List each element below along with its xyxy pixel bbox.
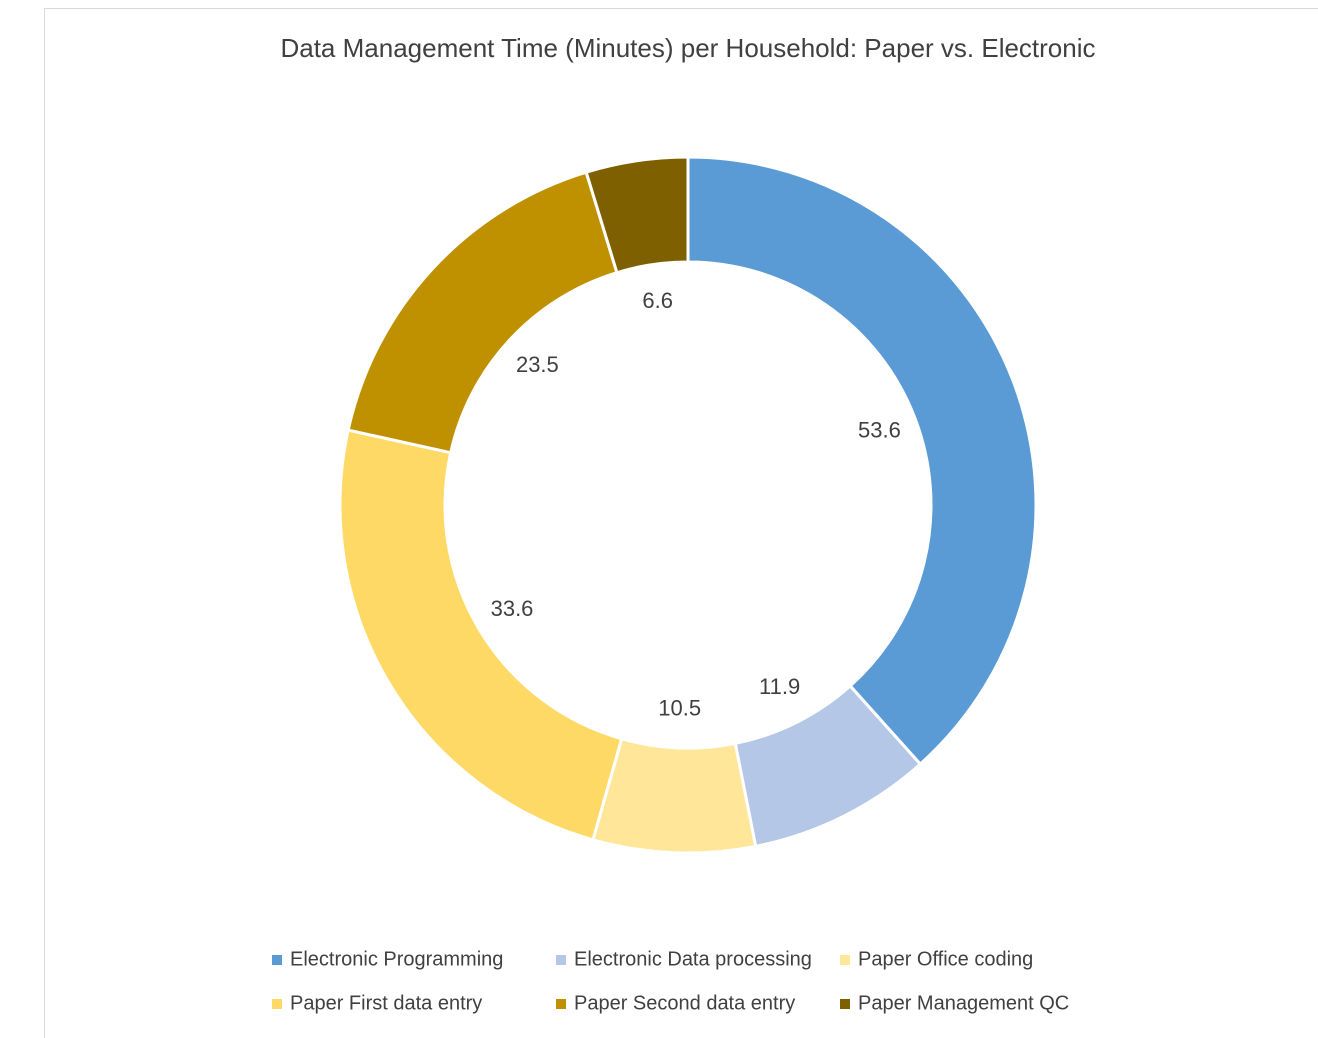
legend-swatch — [272, 999, 282, 1009]
data-label: 33.6 — [491, 596, 534, 621]
data-label: 53.6 — [858, 418, 901, 443]
donut-segment — [338, 428, 624, 842]
data-label: 10.5 — [658, 696, 701, 721]
donut-segment — [686, 155, 1038, 767]
legend-swatch — [556, 955, 566, 965]
data-label: 6.6 — [642, 288, 673, 313]
legend-swatch — [272, 955, 282, 965]
legend-swatch — [556, 999, 566, 1009]
data-label: 23.5 — [516, 352, 559, 377]
legend-label: Electronic Programming — [290, 948, 503, 970]
legend-label: Paper First data entry — [290, 992, 482, 1014]
legend-swatch — [840, 999, 850, 1009]
chart-title: Data Management Time (Minutes) per House… — [280, 33, 1095, 63]
legend-swatch — [840, 955, 850, 965]
legend-label: Electronic Data processing — [574, 948, 812, 970]
data-label: 11.9 — [759, 674, 800, 699]
legend-label: Paper Second data entry — [574, 992, 795, 1014]
donut-segment — [584, 155, 690, 275]
legend-label: Paper Management QC — [858, 992, 1069, 1014]
legend-label: Paper Office coding — [858, 948, 1033, 970]
